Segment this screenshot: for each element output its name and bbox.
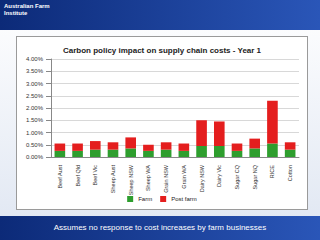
svg-text:Grain WA: Grain WA xyxy=(181,165,187,189)
svg-text:Sugar CQ: Sugar CQ xyxy=(234,164,240,189)
svg-text:Farm: Farm xyxy=(138,196,152,202)
svg-text:Beef Vic: Beef Vic xyxy=(92,165,98,186)
svg-text:Cotton: Cotton xyxy=(287,165,293,181)
svg-text:1.00%: 1.00% xyxy=(26,130,44,136)
svg-text:Sheep NSW: Sheep NSW xyxy=(128,164,134,195)
svg-text:0.00%: 0.00% xyxy=(26,154,44,160)
svg-text:Post farm: Post farm xyxy=(171,196,197,202)
svg-text:0.50%: 0.50% xyxy=(26,142,44,148)
svg-text:Dairy NSW: Dairy NSW xyxy=(199,164,205,192)
svg-text:Sheep Aust: Sheep Aust xyxy=(110,165,116,194)
svg-text:4.00%: 4.00% xyxy=(26,56,44,62)
svg-text:3.00%: 3.00% xyxy=(26,81,44,87)
svg-text:Beef Aust: Beef Aust xyxy=(57,165,63,189)
svg-text:Sugar NQ: Sugar NQ xyxy=(252,164,258,189)
html-text:Assumes no response to cost in: Assumes no response to cost increases by… xyxy=(53,223,267,232)
svg-text:2.00%: 2.00% xyxy=(26,105,44,111)
svg-text:1.50%: 1.50% xyxy=(26,117,44,123)
svg-text:Beef Qld: Beef Qld xyxy=(75,165,81,186)
svg-text:Carbon policy impact on supply: Carbon policy impact on supply chain cos… xyxy=(63,46,262,55)
svg-text:RICE: RICE xyxy=(269,165,275,178)
svg-text:Grain NSW: Grain NSW xyxy=(163,164,169,193)
svg-text:2.50%: 2.50% xyxy=(26,93,44,99)
svg-text:3.50%: 3.50% xyxy=(26,68,44,74)
svg-text:Sheep WA: Sheep WA xyxy=(145,165,151,191)
html-text:Australian Farm Institute: Australian Farm Institute xyxy=(4,3,50,16)
svg-text:Dairy Vic: Dairy Vic xyxy=(216,165,222,187)
